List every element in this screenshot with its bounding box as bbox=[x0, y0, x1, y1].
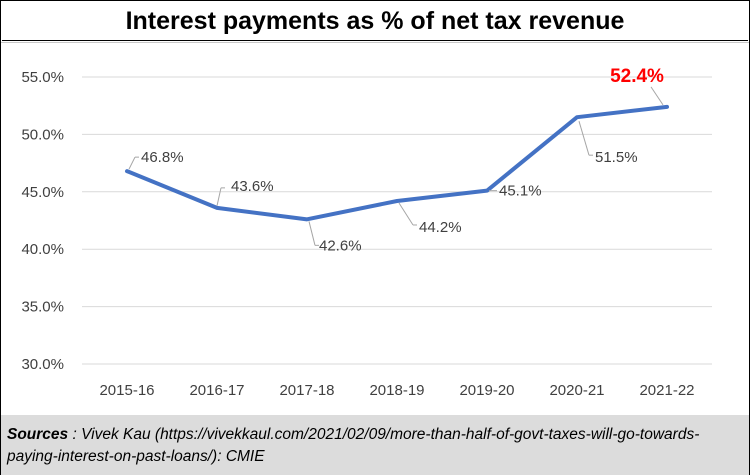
leader-line bbox=[650, 86, 664, 106]
x-tick-label: 2021-22 bbox=[639, 382, 694, 399]
x-tick-label: 2015-16 bbox=[99, 382, 154, 399]
leader-line bbox=[128, 156, 136, 170]
data-label: 52.4% bbox=[610, 66, 664, 87]
y-tick-label: 30.0% bbox=[21, 356, 64, 373]
sources-note: Sources : Vivek Kau (https://vivekkaul.c… bbox=[1, 415, 749, 475]
leader-line bbox=[398, 202, 414, 226]
data-label: 45.1% bbox=[499, 183, 542, 200]
sources-label: Sources bbox=[7, 426, 69, 443]
series-line bbox=[125, 104, 669, 222]
data-label: 44.2% bbox=[419, 219, 462, 236]
y-tick-label: 50.0% bbox=[21, 126, 64, 143]
data-label: 42.6% bbox=[319, 237, 362, 254]
y-tick-label: 35.0% bbox=[21, 299, 64, 316]
x-tick-label: 2018-19 bbox=[369, 382, 424, 399]
leader-line bbox=[216, 187, 222, 206]
x-tick-label: 2016-17 bbox=[189, 382, 244, 399]
leader-line bbox=[578, 121, 590, 156]
x-tick-label: 2019-20 bbox=[459, 382, 514, 399]
leader-line bbox=[308, 221, 316, 246]
x-tick-label: 2017-18 bbox=[279, 382, 334, 399]
chart-title: Interest payments as % of net tax revenu… bbox=[2, 2, 748, 41]
y-tick-label: 45.0% bbox=[21, 184, 64, 201]
data-label: 46.8% bbox=[141, 149, 184, 166]
data-label: 43.6% bbox=[231, 178, 274, 195]
y-tick-label: 40.0% bbox=[21, 241, 64, 258]
sources-text: : Vivek Kau (https://vivekkaul.com/2021/… bbox=[7, 426, 700, 465]
x-tick-label: 2020-21 bbox=[549, 382, 604, 399]
y-tick-label: 55.0% bbox=[21, 69, 64, 86]
data-label: 51.5% bbox=[595, 149, 638, 166]
